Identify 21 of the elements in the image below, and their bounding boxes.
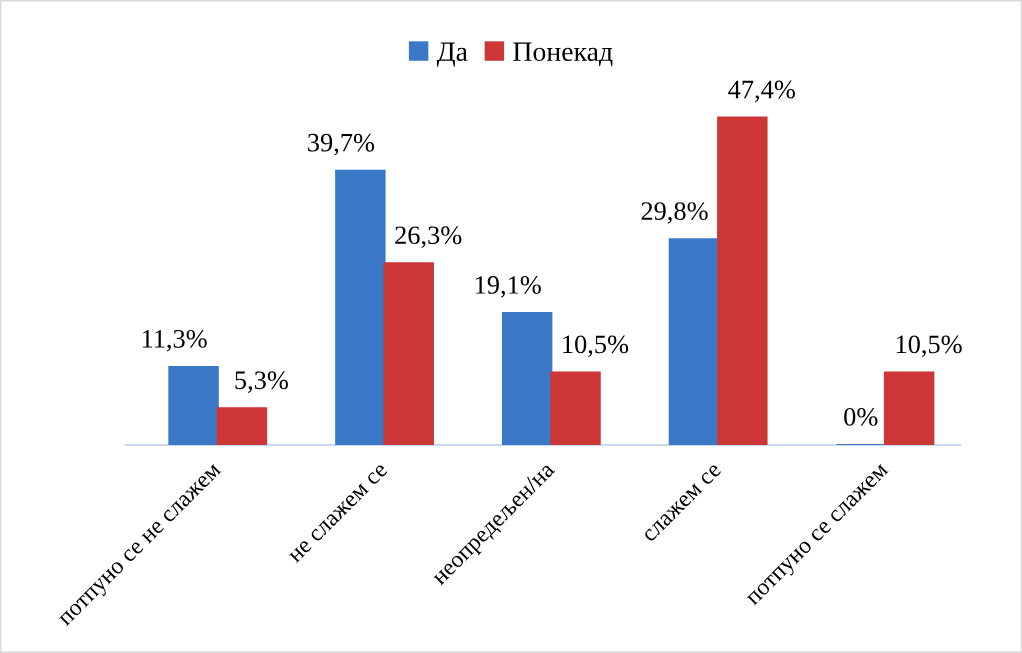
bar — [717, 116, 768, 445]
bar — [335, 169, 386, 445]
data-label: 0% — [844, 407, 878, 426]
bar — [383, 262, 434, 445]
legend-label: Понекад — [513, 42, 613, 67]
data-label: 5,3% — [235, 371, 288, 393]
data-label: 10,5% — [896, 335, 962, 358]
bar — [550, 371, 601, 445]
data-label: 10,5% — [563, 335, 629, 358]
data-label: 19,1% — [475, 276, 541, 298]
bar — [216, 407, 268, 445]
data-label: 29,8% — [641, 202, 708, 224]
data-label: 26,3% — [395, 226, 462, 248]
data-label: 47,4% — [728, 80, 795, 103]
bar — [501, 312, 553, 445]
bar — [168, 365, 219, 445]
bar — [883, 371, 935, 445]
data-label: 11,3% — [142, 329, 207, 352]
bar — [668, 238, 720, 445]
data-label: 39,7% — [308, 133, 375, 156]
legend-label: Да — [436, 42, 468, 67]
